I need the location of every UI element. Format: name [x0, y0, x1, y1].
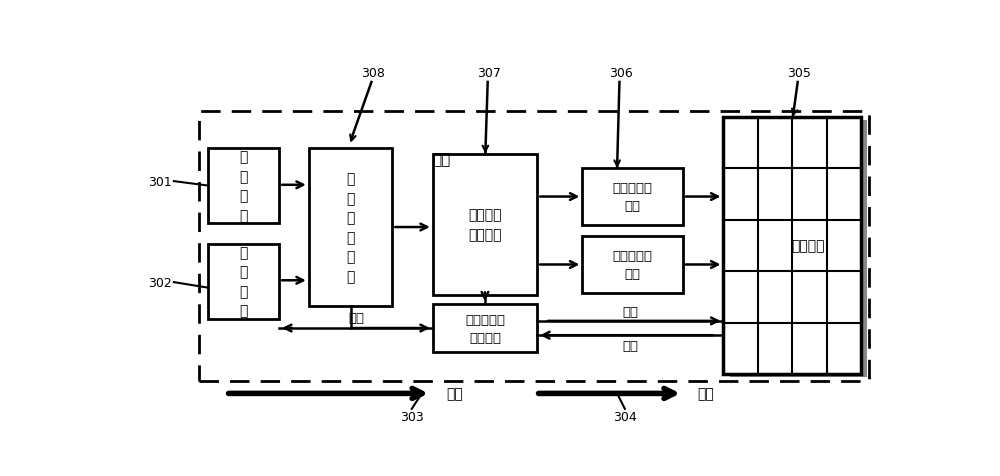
- Bar: [433, 154, 537, 295]
- Text: 303: 303: [400, 410, 424, 423]
- Bar: [582, 237, 683, 294]
- Text: 电
接
收
器: 电 接 收 器: [239, 150, 248, 222]
- Text: 数据: 数据: [622, 339, 638, 352]
- Bar: [208, 244, 279, 319]
- Text: 读写指令
控制模块: 读写指令 控制模块: [468, 208, 502, 241]
- Text: 数据: 数据: [348, 312, 364, 325]
- Bar: [309, 149, 392, 307]
- Text: 302: 302: [148, 276, 172, 289]
- Text: 行地址解码
模块: 行地址解码 模块: [613, 182, 653, 213]
- Bar: [723, 118, 861, 374]
- Text: 数据: 数据: [622, 306, 638, 318]
- Text: 307: 307: [477, 67, 501, 80]
- Bar: [433, 305, 537, 352]
- Bar: [208, 149, 279, 224]
- Text: 数据锁存与
驱动模块: 数据锁存与 驱动模块: [465, 313, 505, 344]
- Bar: [582, 169, 683, 226]
- Text: 304: 304: [613, 410, 637, 423]
- Text: 电
发
射
器: 电 发 射 器: [239, 246, 248, 318]
- Text: 308: 308: [361, 67, 385, 80]
- Text: 数据: 数据: [697, 387, 714, 401]
- Text: 存储阵列: 存储阵列: [791, 239, 825, 253]
- Bar: [199, 112, 869, 381]
- Text: 列地址解码
模块: 列地址解码 模块: [613, 249, 653, 280]
- Text: 306: 306: [609, 67, 633, 80]
- Text: 305: 305: [787, 67, 811, 80]
- Text: 指令: 指令: [447, 387, 463, 401]
- Bar: [730, 120, 867, 377]
- Text: 指令: 指令: [433, 152, 451, 167]
- Text: 301: 301: [148, 175, 172, 188]
- Text: 读
写
控
制
模
块: 读 写 控 制 模 块: [346, 172, 355, 283]
